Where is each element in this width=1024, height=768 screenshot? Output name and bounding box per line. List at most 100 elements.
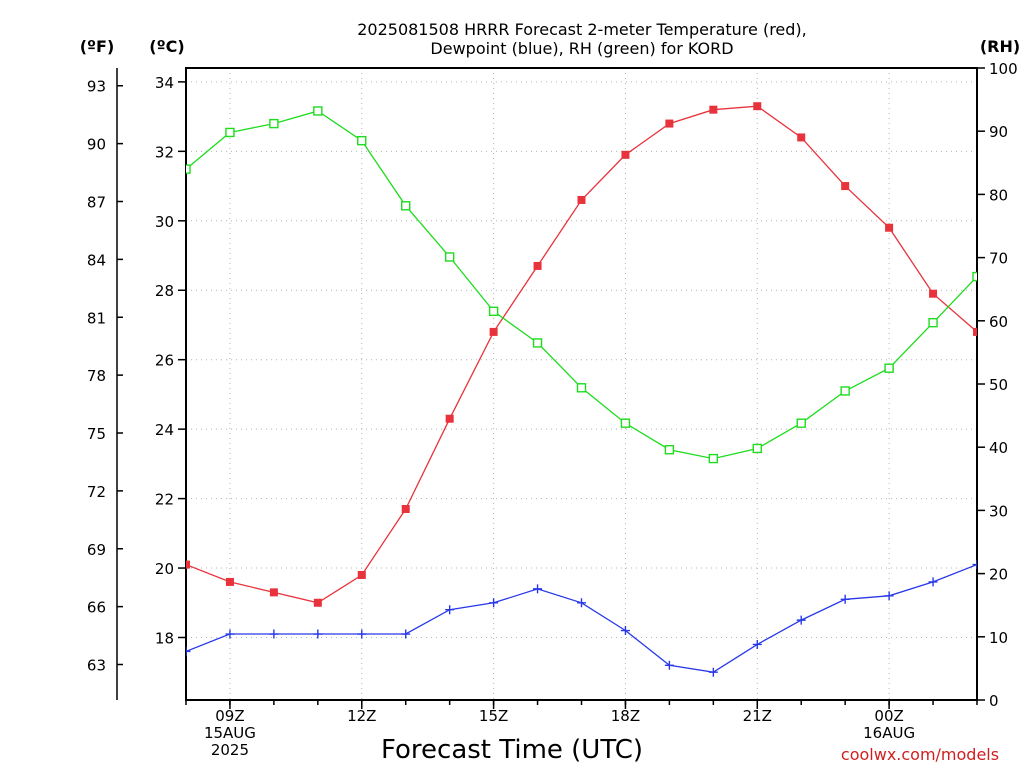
celsius-tick-label: 20 — [155, 560, 174, 578]
dewpoint-point — [577, 598, 586, 608]
celsius-tick-label: 26 — [155, 352, 174, 370]
fahrenheit-tick-label: 69 — [87, 541, 106, 559]
rh-tick-label: 10 — [989, 629, 1008, 647]
dewpoint-point — [796, 615, 806, 625]
fahrenheit-tick-label: 93 — [87, 78, 106, 96]
dewpoint-point — [225, 629, 235, 639]
temperature-point — [225, 577, 234, 586]
temperature-point — [797, 133, 806, 142]
temperature-point — [753, 102, 762, 111]
dewpoint-point — [533, 584, 543, 594]
fahrenheit-tick-label: 63 — [87, 657, 106, 675]
time-tick-label: 09Z — [215, 707, 244, 725]
rh-tick-label: 60 — [989, 313, 1008, 331]
celsius-tick-label: 18 — [155, 629, 174, 647]
dewpoint-point — [664, 660, 674, 670]
celsius-tick-label: 30 — [155, 213, 174, 231]
celsius-tick-label: 34 — [155, 74, 174, 92]
celsius-tick-label: 32 — [155, 143, 174, 161]
rh-line — [186, 110, 977, 460]
rh-point — [620, 418, 631, 428]
rh-tick-label: 80 — [989, 186, 1008, 204]
rh-series — [186, 106, 977, 464]
rh-unit-label: (RH) — [980, 37, 1020, 56]
rh-point — [488, 306, 499, 317]
rh-point — [357, 135, 367, 146]
dewpoint-point — [928, 577, 938, 587]
dewpoint-point — [186, 646, 191, 656]
dewpoint-point — [752, 639, 762, 649]
temperature-line — [186, 105, 977, 604]
temperature-point — [533, 261, 542, 270]
fahrenheit-tick-label: 87 — [87, 193, 106, 211]
dewpoint-point — [708, 667, 718, 677]
time-tick-label: 21Z — [743, 707, 772, 725]
fahrenheit-tick-label: 78 — [87, 367, 106, 385]
dewpoint-line — [186, 563, 977, 673]
rh-point — [532, 338, 543, 348]
dewpoint-point — [884, 591, 894, 601]
temperature-point — [929, 289, 938, 298]
credit-label: coolwx.com/models — [841, 745, 999, 764]
rh-tick-label: 0 — [989, 692, 999, 710]
time-tick-label: 16AUG — [863, 724, 915, 742]
time-tick-label: 15AUG — [204, 724, 256, 742]
rh-tick-label: 100 — [989, 60, 1018, 78]
dewpoint-point — [401, 629, 411, 639]
celsius-axis: 18 20 22 24 26 28 30 32 34 — [155, 74, 186, 647]
rh-point — [444, 252, 455, 262]
temperature-point — [186, 560, 190, 569]
fahrenheit-tick-label: 66 — [87, 599, 106, 617]
time-tick-label: 00Z — [874, 707, 903, 725]
dewpoint-point — [313, 629, 323, 639]
temperature-point — [709, 105, 718, 114]
rh-point — [401, 201, 411, 211]
temperature-point — [885, 223, 894, 232]
temperature-point — [621, 150, 630, 159]
fahrenheit-tick-label: 81 — [87, 309, 106, 327]
rh-point — [225, 127, 235, 138]
temperature-point — [489, 327, 498, 336]
grid-lines — [186, 68, 977, 700]
rh-tick-label: 90 — [989, 123, 1008, 141]
rh-tick-label: 40 — [989, 439, 1008, 457]
dewpoint-point — [269, 629, 279, 639]
temperature-series — [186, 102, 977, 607]
rh-point — [972, 271, 977, 282]
rh-tick-label: 70 — [989, 250, 1008, 268]
chart-title-line-1: 2025081508 HRRR Forecast 2-meter Tempera… — [357, 20, 807, 39]
rh-point — [269, 118, 279, 129]
rh-point — [884, 363, 894, 373]
time-tick-label: 12Z — [347, 707, 376, 725]
dewpoint-series — [186, 560, 977, 677]
temperature-point — [841, 182, 850, 191]
rh-point — [576, 383, 587, 393]
celsius-unit-label: (ºC) — [149, 37, 184, 56]
rh-tick-label: 30 — [989, 502, 1008, 520]
rh-point — [796, 418, 806, 428]
fahrenheit-axis: 63 66 69 72 75 78 81 84 87 90 93 — [87, 78, 123, 675]
fahrenheit-tick-label: 90 — [87, 136, 106, 154]
rh-point — [313, 106, 323, 116]
dewpoint-point — [620, 626, 630, 636]
temperature-point — [313, 598, 322, 607]
celsius-tick-label: 24 — [155, 421, 174, 439]
fahrenheit-tick-label: 72 — [87, 483, 106, 501]
chart-title-line-2: Dewpoint (blue), RH (green) for KORD — [430, 39, 733, 58]
chart-title: 2025081508 HRRR Forecast 2-meter Tempera… — [357, 20, 807, 58]
temperature-point — [401, 505, 410, 514]
temperature-point — [445, 414, 454, 423]
time-tick-label: 2025 — [211, 741, 249, 759]
rh-tick-label: 20 — [989, 566, 1008, 584]
rh-point — [708, 453, 719, 464]
dewpoint-point — [489, 598, 499, 608]
dewpoint-point — [840, 594, 850, 604]
rh-axis: 0 10 20 30 40 50 60 70 80 90 100 — [977, 60, 1018, 710]
temperature-point — [973, 327, 977, 336]
rh-point — [928, 317, 938, 328]
x-axis-label: Forecast Time (UTC) — [381, 735, 643, 765]
fahrenheit-tick-label: 84 — [87, 251, 106, 269]
time-tick-label: 15Z — [479, 707, 508, 725]
